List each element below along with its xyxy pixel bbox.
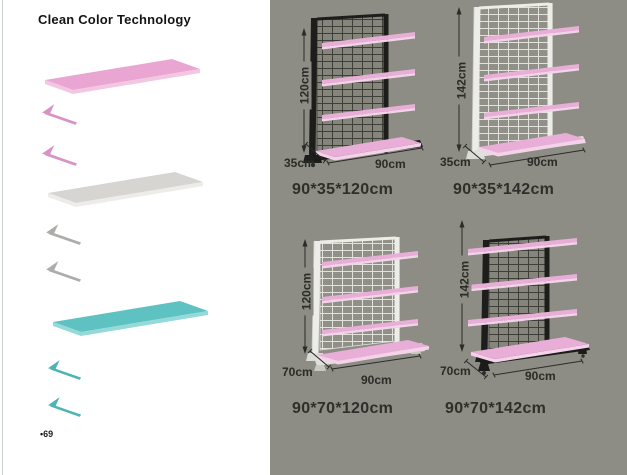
product-rack-90-70-142: 142cm 70cm 90cm 90*70*142cm: [438, 215, 623, 420]
depth-dimension-label: 70cm: [282, 365, 313, 379]
height-dimension-label: 142cm: [458, 255, 472, 304]
gray-shelf-bracket-2: [46, 261, 82, 282]
rack-illustration-white-double: [302, 236, 429, 375]
width-dimension-label: 90cm: [525, 369, 556, 383]
rack-illustration-black-single: [301, 13, 424, 168]
product-rack-90-70-120: 120cm 70cm 90cm 90*70*120cm: [272, 215, 450, 420]
height-dimension-label: 120cm: [300, 267, 314, 316]
left-edge-divider: [2, 0, 3, 475]
product-rack-90-35-120: 120cm 35cm 90cm 90*35*120cm: [272, 5, 450, 205]
mesh-back-panel: [488, 236, 547, 354]
teal-shelf-bracket-1: [48, 356, 82, 384]
teal-shelf-bracket-2: [48, 393, 82, 421]
gray-shelf-bracket-1: [46, 224, 82, 245]
pink-shelf-panel: [44, 57, 204, 97]
teal-shelf-panel: [52, 299, 212, 339]
depth-dimension-label: 70cm: [440, 364, 471, 378]
rack-illustration-black-double: [459, 220, 590, 380]
gray-shelf-panel: [47, 170, 207, 210]
pink-shelf-bracket-1: [42, 104, 78, 125]
depth-dimension-label: 35cm: [284, 156, 315, 170]
height-dimension-label: 120cm: [298, 61, 312, 110]
product-size-label: 90*70*142cm: [445, 400, 547, 417]
width-dimension-label: 90cm: [375, 157, 406, 171]
product-size-label: 90*35*120cm: [292, 181, 394, 198]
page-title: Clean Color Technology: [38, 11, 191, 27]
product-size-label: 90*70*120cm: [292, 400, 394, 417]
product-rack-90-35-142: 142cm 35cm 90cm 90*35*142cm: [438, 0, 623, 205]
product-size-label: 90*35*142cm: [453, 181, 555, 198]
pink-shelf-bracket-2: [42, 145, 78, 166]
rack-illustration-white-single: [456, 2, 586, 168]
page-number: •69: [40, 429, 54, 439]
depth-dimension-label: 35cm: [440, 155, 471, 169]
width-dimension-label: 90cm: [361, 373, 392, 387]
width-dimension-label: 90cm: [527, 155, 558, 169]
product-gallery: 120cm 35cm 90cm 90*35*120cm: [270, 0, 627, 475]
height-dimension-label: 142cm: [455, 56, 469, 105]
